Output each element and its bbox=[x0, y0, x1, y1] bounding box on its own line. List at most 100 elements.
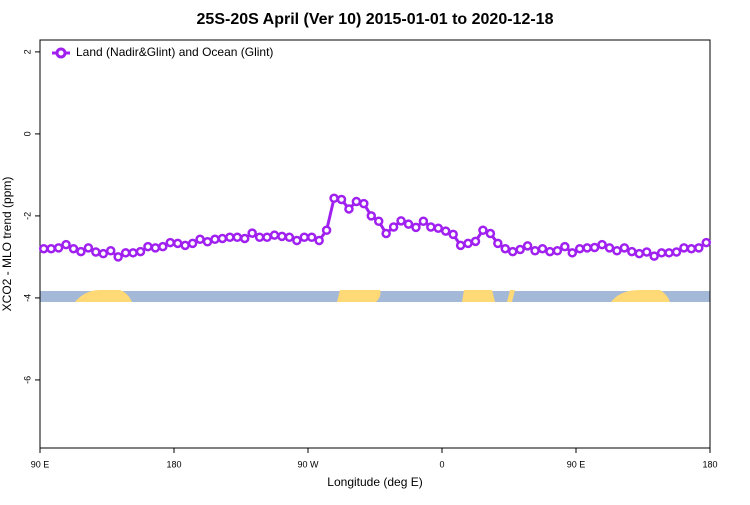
point bbox=[172, 238, 183, 249]
point bbox=[120, 248, 131, 258]
point bbox=[530, 246, 540, 256]
point bbox=[202, 236, 213, 247]
point bbox=[46, 243, 56, 254]
point bbox=[366, 211, 377, 221]
point bbox=[604, 243, 615, 253]
point bbox=[582, 243, 592, 253]
point bbox=[98, 248, 109, 259]
point bbox=[61, 239, 71, 250]
point bbox=[76, 246, 86, 257]
legend-label: Land (Nadir&Glint) and Ocean (Glint) bbox=[76, 45, 273, 59]
point bbox=[344, 204, 354, 214]
point bbox=[38, 243, 49, 254]
point bbox=[679, 243, 689, 253]
legend-marker bbox=[55, 47, 67, 59]
x-tick-label: 90 E bbox=[31, 459, 50, 469]
point bbox=[552, 246, 563, 256]
point bbox=[694, 243, 704, 253]
point bbox=[478, 225, 488, 236]
point bbox=[53, 243, 64, 253]
point bbox=[388, 222, 399, 232]
point bbox=[165, 237, 176, 248]
point bbox=[105, 246, 116, 256]
point bbox=[128, 248, 138, 258]
point bbox=[597, 239, 607, 250]
point bbox=[493, 238, 503, 249]
point bbox=[396, 216, 406, 226]
y-tick-label: -6 bbox=[22, 376, 32, 384]
point bbox=[225, 232, 235, 242]
y-tick-label: 2 bbox=[22, 49, 32, 54]
point bbox=[463, 238, 473, 249]
point bbox=[91, 247, 101, 257]
point bbox=[269, 230, 280, 240]
point bbox=[158, 241, 168, 252]
x-tick-label: 0 bbox=[439, 459, 444, 469]
x-tick-label: 180 bbox=[166, 459, 181, 469]
point bbox=[455, 240, 466, 251]
y-tick-label: 0 bbox=[22, 131, 32, 136]
point bbox=[656, 248, 667, 258]
point bbox=[247, 228, 257, 238]
point bbox=[470, 236, 481, 247]
point bbox=[262, 232, 272, 242]
point bbox=[299, 232, 310, 242]
x-tick-label: 90 W bbox=[297, 459, 319, 469]
point bbox=[426, 222, 436, 232]
point bbox=[314, 235, 324, 246]
point bbox=[664, 248, 674, 258]
land-ocean-strip bbox=[40, 290, 710, 302]
point bbox=[292, 235, 302, 246]
point bbox=[68, 243, 79, 254]
point bbox=[537, 243, 548, 254]
point bbox=[515, 244, 525, 255]
chart-title: 25S-20S April (Ver 10) 2015-01-01 to 202… bbox=[197, 11, 554, 28]
point bbox=[180, 240, 190, 251]
point bbox=[701, 237, 712, 248]
y-axis-title: XCO2 - MLO trend (ppm) bbox=[0, 177, 14, 312]
point bbox=[143, 241, 153, 252]
point bbox=[649, 251, 659, 261]
point bbox=[560, 241, 570, 252]
point bbox=[239, 233, 250, 244]
point bbox=[254, 232, 265, 242]
point bbox=[187, 238, 198, 249]
point bbox=[589, 242, 600, 253]
point bbox=[321, 225, 332, 236]
point bbox=[507, 246, 518, 257]
point bbox=[329, 193, 339, 204]
point bbox=[359, 198, 369, 209]
y-tick-label: -4 bbox=[22, 294, 32, 302]
point bbox=[686, 243, 697, 254]
point bbox=[433, 223, 444, 233]
point bbox=[135, 246, 146, 257]
x-tick-label: 180 bbox=[702, 459, 717, 469]
point bbox=[150, 243, 161, 253]
point bbox=[545, 246, 555, 257]
point bbox=[448, 229, 458, 240]
point bbox=[232, 232, 243, 242]
x-tick-label: 90 E bbox=[567, 459, 586, 469]
point bbox=[373, 216, 384, 226]
point bbox=[351, 196, 362, 207]
point bbox=[574, 243, 585, 254]
point bbox=[634, 248, 645, 259]
point bbox=[217, 233, 228, 244]
point bbox=[485, 228, 496, 239]
point bbox=[306, 232, 317, 242]
point bbox=[210, 234, 220, 245]
point bbox=[500, 243, 511, 254]
y-tick-label: -2 bbox=[22, 212, 32, 220]
point bbox=[619, 243, 630, 253]
point bbox=[440, 226, 451, 236]
point bbox=[411, 222, 421, 233]
point bbox=[641, 247, 652, 257]
land-band bbox=[75, 290, 670, 302]
point bbox=[671, 247, 682, 257]
point bbox=[418, 216, 429, 226]
point bbox=[336, 194, 347, 205]
point bbox=[277, 231, 287, 242]
x-axis-title: Longitude (deg E) bbox=[327, 475, 422, 489]
point bbox=[522, 241, 533, 251]
